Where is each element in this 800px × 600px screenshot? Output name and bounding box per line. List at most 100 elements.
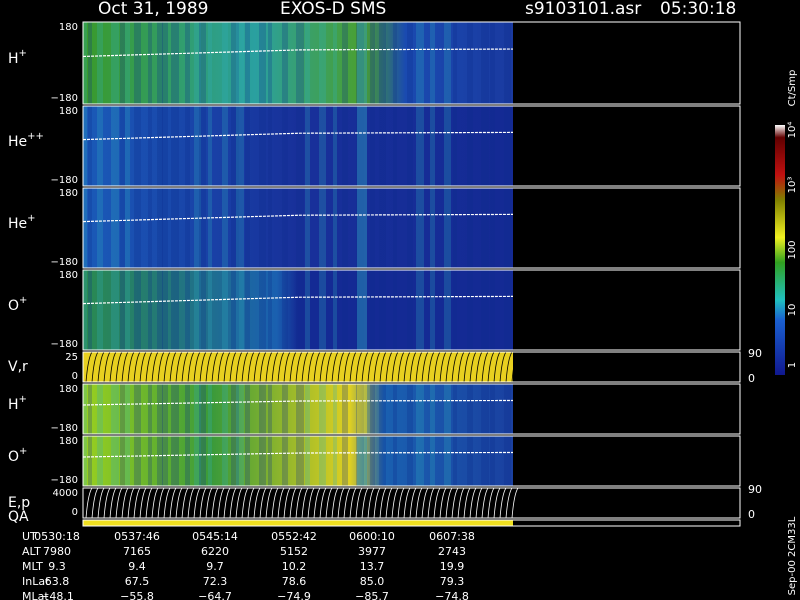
panel-label-text: He (8, 216, 27, 232)
texture-stripe (83, 22, 87, 104)
texture-stripe (245, 22, 250, 104)
row-value: 13.7 (360, 560, 385, 573)
panel-label: E,p (8, 495, 30, 511)
trace (109, 351, 117, 383)
trace (235, 351, 243, 383)
trace (499, 351, 507, 383)
trace (463, 351, 471, 383)
texture-stripe (490, 436, 495, 486)
event-stripe (357, 436, 367, 486)
row-value: 67.5 (125, 575, 150, 588)
texture-stripe (490, 188, 495, 268)
texture-stripe (481, 106, 489, 186)
texture-stripe (282, 188, 288, 268)
texture-stripe (490, 106, 495, 186)
texture-stripe (97, 436, 103, 486)
row-value: −48.1 (40, 590, 74, 600)
texture-stripe (319, 106, 326, 186)
texture-stripe (83, 384, 87, 434)
texture-stripe (88, 106, 92, 186)
trace (301, 351, 309, 383)
texture-stripe (467, 188, 473, 268)
trace (145, 487, 153, 519)
panel-data (83, 436, 513, 486)
trace (319, 487, 327, 519)
title-date: Oct 31, 1989 (98, 0, 209, 19)
texture-stripe (379, 106, 386, 186)
trace (283, 487, 291, 519)
trace (85, 351, 93, 383)
texture-stripe (148, 436, 152, 486)
texture-stripe (236, 384, 244, 434)
texture-stripe (370, 106, 375, 186)
texture-stripe (97, 384, 103, 434)
texture-stripe (305, 22, 310, 104)
texture-stripe (194, 188, 201, 268)
texture-stripe (245, 384, 250, 434)
texture-stripe (97, 188, 103, 268)
texture-stripe (222, 188, 228, 268)
texture-stripe (393, 384, 397, 434)
texture-stripe (134, 270, 141, 350)
trace (361, 351, 369, 383)
right-tick-label: 0 (748, 372, 755, 385)
texture-stripe (481, 188, 489, 268)
texture-stripe (342, 436, 348, 486)
panel-label-text: He (8, 134, 27, 150)
y-tick-label: 180 (59, 188, 78, 199)
plot-frames (82, 21, 741, 519)
texture-stripe (171, 384, 179, 434)
texture-stripe (236, 188, 244, 268)
trace (211, 487, 219, 519)
texture-stripe (379, 436, 386, 486)
trace (265, 487, 273, 519)
texture-stripe (157, 22, 163, 104)
texture-stripe (199, 436, 206, 486)
texture-stripe (157, 106, 163, 186)
y-tick-label: −180 (51, 423, 78, 434)
y-tick-label: 0 (72, 371, 78, 382)
texture-stripe (430, 270, 435, 350)
texture-stripe (97, 270, 103, 350)
texture-stripe (393, 436, 397, 486)
texture-stripe (231, 270, 239, 350)
texture-stripe (208, 188, 212, 268)
trace (391, 351, 399, 383)
trace (229, 487, 237, 519)
trace (409, 487, 417, 519)
panel-data (83, 270, 513, 350)
row-value: −85.7 (355, 590, 389, 600)
texture-stripe (222, 384, 228, 434)
panel-label-text: O (8, 298, 19, 314)
texture-stripe (467, 270, 473, 350)
colorbar-tick: 1 (787, 362, 798, 368)
texture-stripe (430, 188, 435, 268)
panel-frame (82, 21, 741, 105)
panel-frame (82, 105, 741, 187)
panel-label-sup: ++ (27, 131, 44, 142)
texture-stripe (148, 270, 152, 350)
y-tick-label: 25 (65, 352, 78, 363)
y-tick-label: −180 (51, 339, 78, 350)
trace (151, 351, 159, 383)
row-value: 63.8 (45, 575, 70, 588)
texture-stripe (444, 106, 451, 186)
texture-stripe (134, 188, 141, 268)
trace (82, 295, 514, 305)
trace (295, 351, 303, 383)
row-value: 5152 (280, 545, 308, 558)
texture-stripe (194, 106, 201, 186)
row-label: UT (22, 530, 37, 543)
trace (295, 487, 303, 519)
row-label: ALT (22, 545, 41, 558)
texture-stripe (481, 270, 489, 350)
row-value: −64.7 (198, 590, 232, 600)
texture-stripe (97, 22, 103, 104)
trace (349, 351, 357, 383)
texture-stripe (157, 270, 163, 350)
texture-stripe (111, 188, 119, 268)
trace (331, 487, 339, 519)
texture-stripe (162, 188, 168, 268)
trace (82, 131, 514, 141)
panel-label-text: H (8, 397, 19, 413)
